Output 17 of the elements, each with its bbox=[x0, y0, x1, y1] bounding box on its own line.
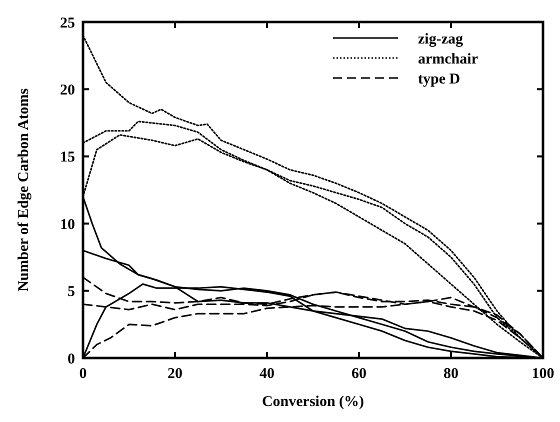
legend-label: zig-zag bbox=[418, 31, 464, 48]
y-tick-label: 5 bbox=[68, 284, 75, 300]
y-tick-label: 0 bbox=[68, 351, 75, 368]
x-tick-label: 100 bbox=[532, 366, 554, 382]
x-tick-label: 80 bbox=[444, 366, 458, 382]
y-tick-label: 20 bbox=[60, 82, 75, 98]
y-axis-title: Number of Edge Carbon Atoms bbox=[16, 88, 32, 292]
y-tick-label: 10 bbox=[60, 216, 75, 233]
x-axis-title: Conversion (%) bbox=[262, 394, 364, 410]
x-tick-label: 20 bbox=[168, 366, 182, 382]
x-tick-label: 40 bbox=[260, 366, 274, 382]
legend-label: type D bbox=[418, 71, 460, 88]
x-tick-label: 60 bbox=[352, 366, 366, 382]
y-tick-label: 15 bbox=[60, 150, 75, 166]
legend-label: armchair bbox=[418, 51, 478, 68]
y-tick-label: 25 bbox=[60, 15, 75, 32]
x-tick-label: 0 bbox=[79, 366, 87, 382]
